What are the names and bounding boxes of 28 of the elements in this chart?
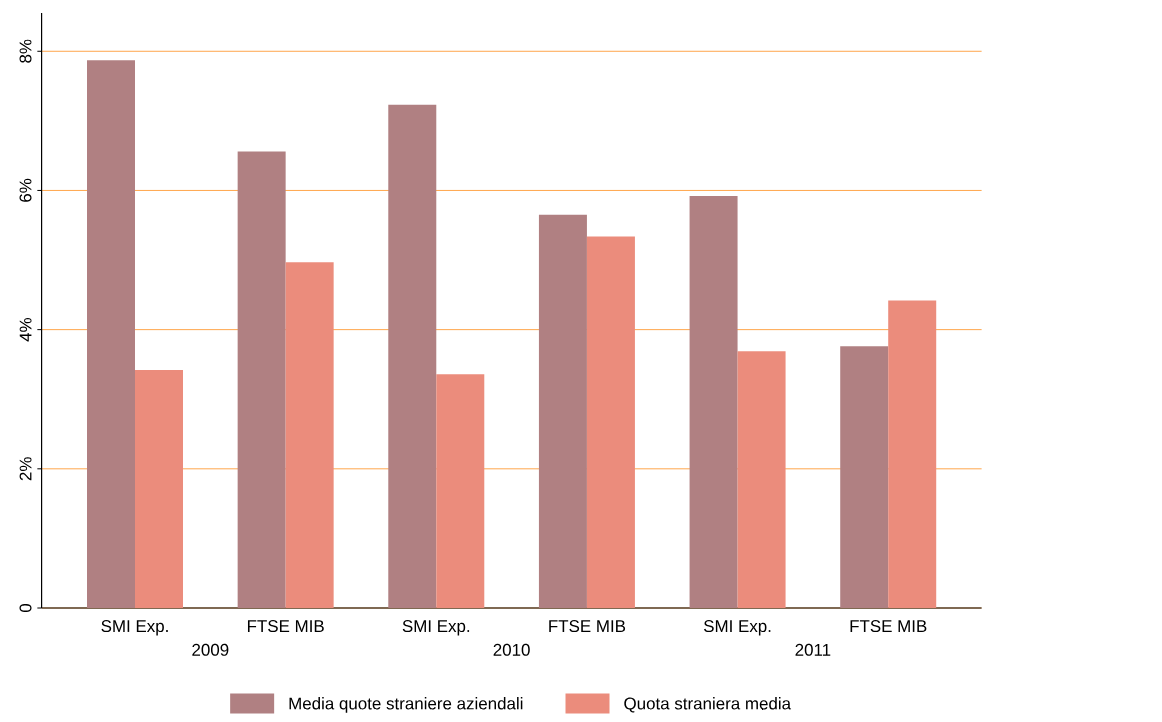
text: 2009 xyxy=(192,643,229,656)
x-tick-label: SMI Exp. xyxy=(402,620,470,636)
bar xyxy=(689,196,738,608)
x-tick-label: FTSE MIB xyxy=(247,620,324,633)
bar xyxy=(538,214,587,608)
bar xyxy=(888,300,937,608)
x-tick-label: SMI Exp. xyxy=(101,620,168,636)
text: 2010 xyxy=(493,643,530,656)
x-tick-label: SMI Exp. xyxy=(703,620,771,636)
bar xyxy=(388,104,437,608)
legend-label: Media quote straniere aziendali xyxy=(289,697,523,713)
bar xyxy=(436,374,485,608)
bar xyxy=(840,346,889,608)
y-tick-label: 2% xyxy=(19,457,32,481)
x-tick-label: FTSE MIB xyxy=(549,620,626,633)
bar xyxy=(135,370,183,608)
bar xyxy=(737,351,786,608)
y-tick-label: 0 xyxy=(19,603,32,613)
x-tick-label: FTSE MIB xyxy=(850,620,927,633)
y-tick-label: 6% xyxy=(19,178,32,202)
bar xyxy=(237,151,286,608)
bar xyxy=(87,60,135,608)
text: 2011 xyxy=(795,643,831,656)
bar xyxy=(285,262,334,608)
y-tick-label: 8% xyxy=(19,39,32,63)
legend-label: Quota straniera media xyxy=(624,697,792,713)
y-tick-label: 4% xyxy=(19,318,32,342)
bar xyxy=(586,236,635,608)
